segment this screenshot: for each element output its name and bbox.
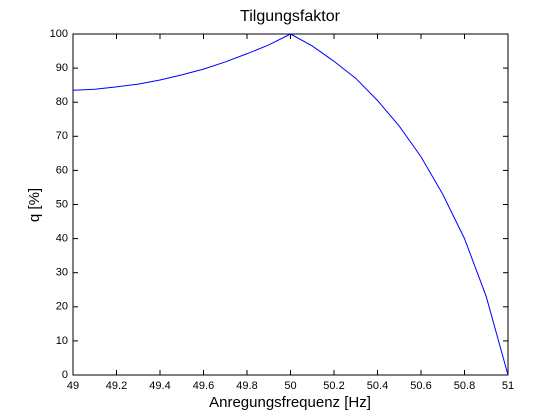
x-tick-label: 49.6 xyxy=(193,380,214,392)
y-tick-label: 40 xyxy=(56,233,68,245)
chart-title: Tilgungsfaktor xyxy=(240,8,341,25)
x-tick-label: 51 xyxy=(502,380,514,392)
x-tick-label: 50 xyxy=(284,380,296,392)
x-tick-label: 49.4 xyxy=(149,380,170,392)
x-tick-label: 49 xyxy=(67,380,79,392)
y-tick-label: 100 xyxy=(50,28,68,40)
y-tick-label: 80 xyxy=(56,96,68,108)
y-tick-label: 20 xyxy=(56,301,68,313)
x-tick-label: 50.8 xyxy=(454,380,475,392)
axes-box xyxy=(72,33,509,376)
x-tick-label: 50.4 xyxy=(367,380,388,392)
x-axis-label: Anregungsfrequenz [Hz] xyxy=(209,394,371,411)
y-axis-label: q [%] xyxy=(26,188,43,222)
y-tick-label: 70 xyxy=(56,130,68,142)
x-tick-label: 49.8 xyxy=(236,380,257,392)
y-tick-label: 30 xyxy=(56,267,68,279)
x-tick-label: 49.2 xyxy=(106,380,127,392)
y-tick-label: 90 xyxy=(56,62,68,74)
x-tick-label: 50.6 xyxy=(410,380,431,392)
line-series xyxy=(72,33,509,376)
x-tick-label: 50.2 xyxy=(323,380,344,392)
y-tick-label: 50 xyxy=(56,198,68,210)
y-tick-label: 0 xyxy=(62,369,68,381)
y-tick-label: 10 xyxy=(56,335,68,347)
y-tick-label: 60 xyxy=(56,164,68,176)
